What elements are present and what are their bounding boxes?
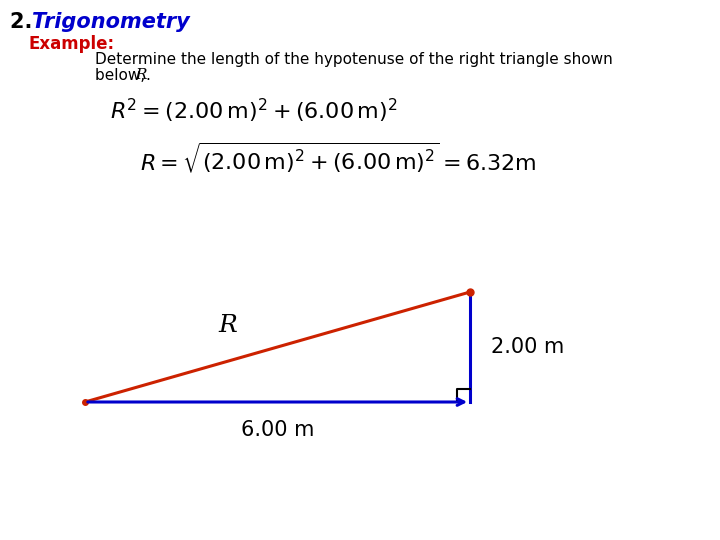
Text: $R^2 = \left(2.00\,\mathrm{m}\right)^2 + \left(6.00\,\mathrm{m}\right)^2$: $R^2 = \left(2.00\,\mathrm{m}\right)^2 +… [110, 97, 397, 125]
Text: R: R [218, 314, 237, 336]
Text: below,: below, [95, 68, 150, 83]
Text: R: R [135, 68, 146, 82]
Text: Determine the length of the hypotenuse of the right triangle shown: Determine the length of the hypotenuse o… [95, 52, 613, 67]
Text: 2.00 m: 2.00 m [491, 337, 564, 357]
Text: 6.00 m: 6.00 m [240, 420, 314, 440]
Text: .: . [145, 68, 150, 83]
Text: Example:: Example: [28, 35, 114, 53]
Text: $R = \sqrt{\left(2.00\,\mathrm{m}\right)^2 + \left(6.00\,\mathrm{m}\right)^2} = : $R = \sqrt{\left(2.00\,\mathrm{m}\right)… [140, 140, 536, 175]
Text: Trigonometry: Trigonometry [32, 12, 190, 32]
Text: 2.: 2. [10, 12, 40, 32]
